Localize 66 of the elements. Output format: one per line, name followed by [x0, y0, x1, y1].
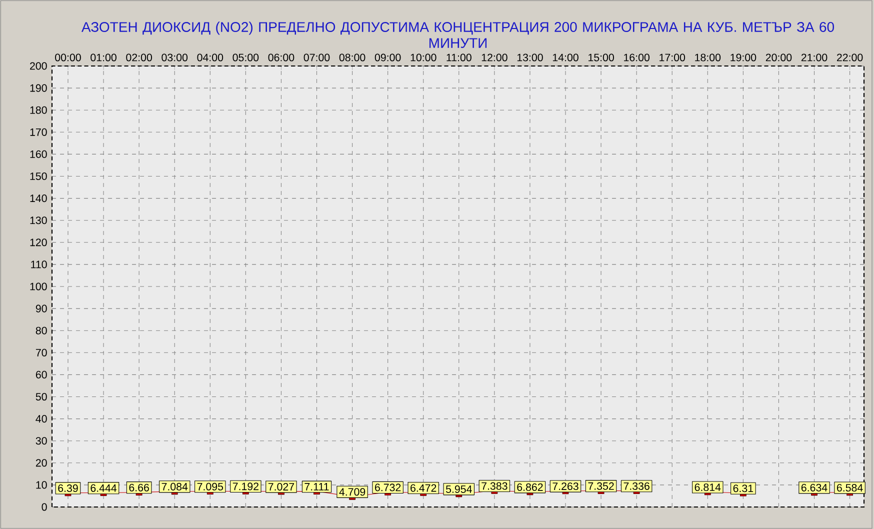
- y-tick-label: 30: [36, 437, 47, 445]
- data-label: 7.095: [197, 482, 224, 490]
- x-tick-label: 19:00: [730, 54, 756, 62]
- x-tick-label: 01:00: [90, 54, 116, 62]
- y-tick-label: 200: [30, 62, 47, 70]
- x-tick-label: 15:00: [588, 54, 614, 62]
- y-tick-label: 190: [30, 84, 47, 92]
- x-tick-label: 07:00: [304, 54, 330, 62]
- y-tick-label: 40: [36, 415, 47, 423]
- data-label: 6.634: [801, 484, 828, 492]
- x-tick-label: 16:00: [624, 54, 650, 62]
- data-label: 7.263: [552, 482, 578, 490]
- y-tick-label: 70: [36, 348, 47, 356]
- data-label: 7.336: [624, 482, 650, 490]
- y-tick-label: 140: [30, 194, 47, 202]
- chart-title: АЗОТЕН ДИОКСИД (NO2) ПРЕДЕЛНО ДОПУСТИМА КОНЦЕНТРАЦИЯ 200 МИКРОГРАМА НА КУБ. МЕТЪР ЗА 60 МИНУТИ: [81, 22, 834, 48]
- x-tick-label: 10:00: [410, 54, 436, 62]
- data-label: 7.192: [232, 482, 258, 490]
- x-tick-label: 17:00: [660, 54, 686, 62]
- x-tick-label: 18:00: [695, 54, 721, 62]
- y-tick-label: 0: [42, 503, 47, 511]
- y-tick-label: 80: [36, 326, 47, 334]
- y-tick-label: 130: [30, 216, 47, 224]
- data-label: 6.31: [733, 484, 754, 492]
- data-label: 6.862: [517, 483, 543, 491]
- y-tick-label: 100: [30, 282, 47, 290]
- x-tick-label: 05:00: [232, 54, 259, 62]
- data-label: 6.732: [375, 484, 401, 492]
- data-label: 5.954: [446, 485, 472, 493]
- data-label: 4.709: [339, 488, 366, 496]
- y-tick-label: 90: [36, 304, 47, 312]
- x-tick-label: 09:00: [374, 54, 401, 62]
- data-label: 7.111: [304, 483, 329, 490]
- data-label: 6.814: [694, 483, 721, 492]
- y-tick-label: 120: [30, 238, 47, 246]
- x-tick-label: 20:00: [766, 54, 792, 62]
- x-tick-label: 00:00: [55, 54, 81, 62]
- x-tick-label: 02:00: [126, 54, 152, 62]
- y-tick-label: 10: [36, 481, 47, 489]
- x-tick-label: 22:00: [836, 54, 863, 62]
- x-tick-label: 21:00: [801, 54, 828, 62]
- y-tick-label: 60: [36, 370, 47, 378]
- x-tick-label: 12:00: [482, 54, 508, 62]
- x-tick-label: 03:00: [162, 54, 188, 62]
- x-tick-label: 06:00: [268, 54, 294, 62]
- data-label: 6.444: [90, 484, 117, 492]
- y-tick-label: 160: [30, 150, 47, 158]
- y-tick-label: 150: [30, 172, 47, 180]
- data-label: 7.383: [482, 482, 508, 490]
- x-tick-label: 04:00: [197, 54, 224, 62]
- data-label: 6.584: [836, 484, 863, 492]
- y-tick-label: 110: [31, 260, 47, 268]
- y-tick-label: 20: [36, 459, 47, 467]
- data-label: 7.352: [588, 482, 614, 490]
- y-tick-label: 180: [30, 106, 47, 114]
- data-label: 6.66: [129, 484, 149, 492]
- x-tick-label: 08:00: [339, 54, 366, 62]
- data-label: 6.39: [58, 484, 78, 492]
- y-tick-label: 50: [36, 392, 47, 401]
- x-tick-label: 14:00: [552, 54, 578, 62]
- data-label: 7.084: [162, 482, 188, 490]
- data-label: 7.027: [268, 483, 294, 491]
- x-tick-label: 11:00: [446, 54, 472, 62]
- x-tick-label: 13:00: [517, 54, 543, 62]
- data-label: 6.472: [410, 484, 436, 492]
- y-tick-label: 170: [30, 128, 47, 136]
